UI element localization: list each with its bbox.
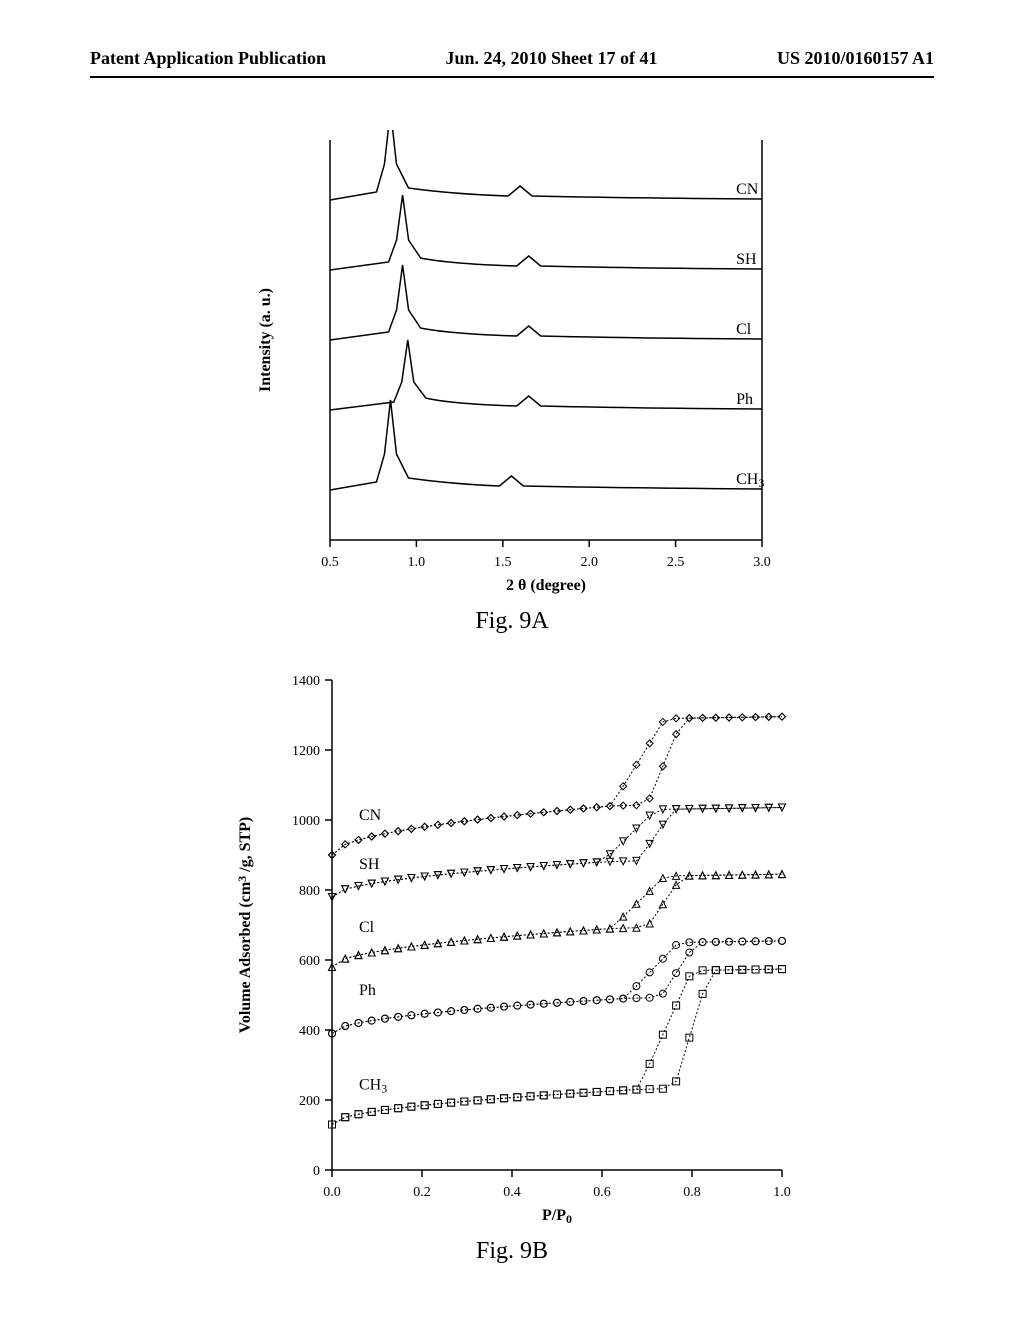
figure-9a: 0.5 1.0 1.5 2.0 2.5 3.0 2 θ (degree) Intensity … [242, 130, 782, 635]
svg-text:2.5: 2.5 [667, 555, 685, 570]
figure-9b: 0.0 0.2 0.4 0.6 0.8 1.0 0 200 400 600 800 1000 1200 1… [222, 670, 802, 1265]
svg-text:0.8: 0.8 [683, 1185, 701, 1200]
svg-text:0.6: 0.6 [593, 1185, 611, 1200]
svg-text:CH3: CH3 [736, 471, 764, 490]
svg-text:Volume Adsorbed (cm3 /g, STP): Volume Adsorbed (cm3 /g, STP) [235, 817, 254, 1034]
chart-9b: 0.0 0.2 0.4 0.6 0.8 1.0 0 200 400 600 800 1000 1200 1… [222, 670, 802, 1230]
svg-text:2.0: 2.0 [580, 555, 598, 570]
svg-text:600: 600 [299, 954, 320, 969]
svg-text:CN: CN [736, 181, 759, 198]
svg-text:0.0: 0.0 [323, 1185, 341, 1200]
svg-text:CN: CN [359, 807, 382, 824]
page-header: Patent Application Publication Jun. 24, … [0, 48, 1024, 69]
svg-text:Ph: Ph [359, 982, 376, 999]
header-right: US 2010/0160157 A1 [777, 48, 934, 69]
svg-text:SH: SH [359, 856, 380, 873]
svg-text:0.4: 0.4 [503, 1185, 521, 1200]
svg-text:1.0: 1.0 [773, 1185, 791, 1200]
svg-text:0.2: 0.2 [413, 1185, 431, 1200]
svg-text:Ph: Ph [736, 391, 753, 408]
figure-9b-caption: Fig. 9B [222, 1238, 802, 1265]
svg-text:3.0: 3.0 [753, 555, 771, 570]
svg-text:Cl: Cl [736, 321, 752, 338]
svg-text:1.0: 1.0 [408, 555, 426, 570]
svg-text:1.5: 1.5 [494, 555, 512, 570]
svg-text:CH3: CH3 [359, 1077, 387, 1096]
svg-text:Cl: Cl [359, 919, 375, 936]
svg-text:Intensity (a. u.): Intensity (a. u.) [257, 288, 274, 392]
header-left: Patent Application Publication [90, 48, 326, 69]
svg-text:1400: 1400 [292, 674, 320, 689]
figure-9a-caption: Fig. 9A [242, 608, 782, 635]
svg-text:P/P0: P/P0 [542, 1207, 572, 1226]
chart-9a: 0.5 1.0 1.5 2.0 2.5 3.0 2 θ (degree) Intensity … [242, 130, 782, 600]
svg-text:SH: SH [736, 251, 757, 268]
svg-text:1200: 1200 [292, 744, 320, 759]
svg-text:0.5: 0.5 [321, 555, 339, 570]
svg-text:1000: 1000 [292, 814, 320, 829]
svg-text:2 θ (degree): 2 θ (degree) [506, 577, 586, 594]
header-center: Jun. 24, 2010 Sheet 17 of 41 [445, 48, 657, 69]
svg-text:200: 200 [299, 1094, 320, 1109]
svg-text:400: 400 [299, 1024, 320, 1039]
header-rule [90, 76, 934, 78]
svg-text:800: 800 [299, 884, 320, 899]
svg-text:0: 0 [313, 1164, 320, 1179]
